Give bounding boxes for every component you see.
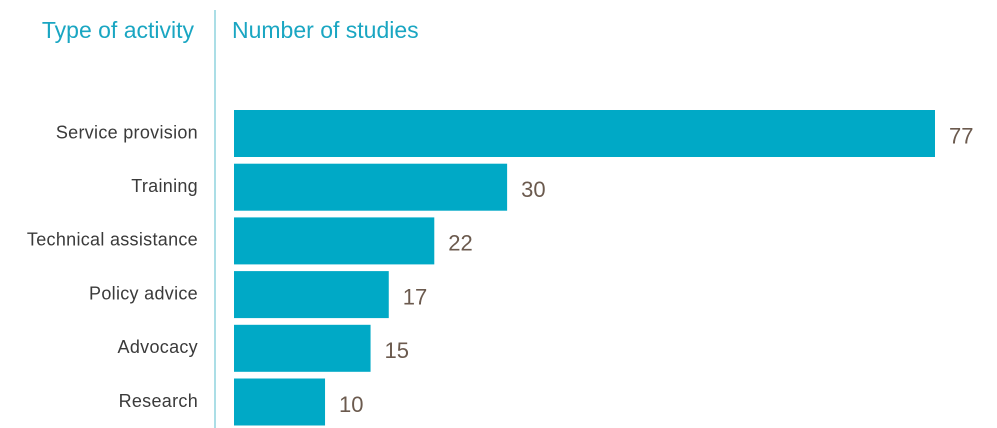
value-label: 15 [385,338,409,363]
bar [234,271,389,319]
category-label: Policy advice [89,283,198,303]
value-label: 77 [949,123,973,148]
value-label: 10 [339,392,363,417]
bar [234,163,508,211]
category-header: Type of activity [42,17,195,43]
bar [234,110,935,157]
category-label: Service provision [56,122,198,142]
category-label: Technical assistance [27,230,198,250]
bar [234,378,326,426]
value-label: 17 [403,284,427,309]
value-label: 30 [521,177,545,202]
bar [234,324,371,372]
category-label: Research [119,391,198,411]
value-header: Number of studies [232,17,419,43]
category-label: Advocacy [118,337,198,357]
value-label: 22 [448,231,472,256]
bar [234,217,435,265]
category-label: Training [131,176,198,196]
